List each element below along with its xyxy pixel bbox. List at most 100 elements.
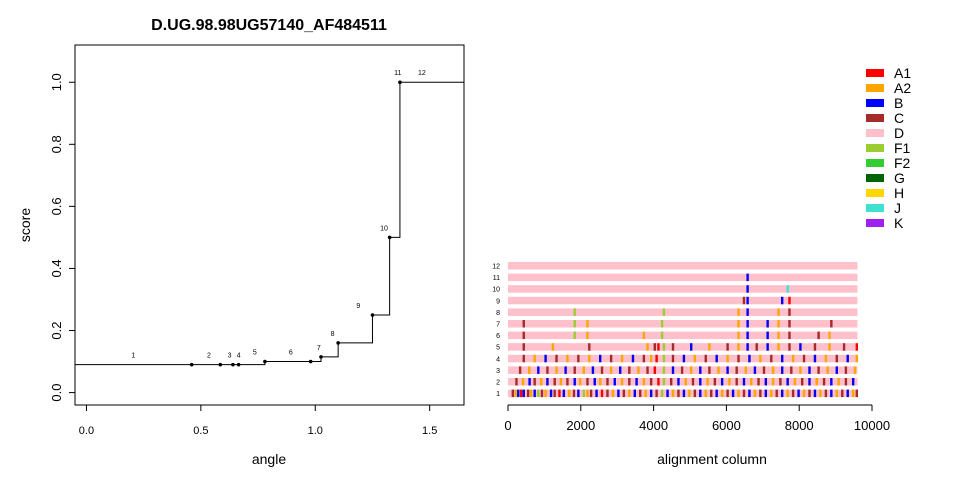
- subtype-segment: [657, 343, 660, 351]
- subtype-segment: [588, 343, 591, 351]
- subtype-segment: [755, 343, 758, 351]
- row-background: [508, 331, 858, 340]
- subtype-segment: [846, 389, 849, 398]
- y-tick-label: 0.0: [49, 384, 64, 402]
- alignment-x-tick-label: 2000: [566, 418, 595, 433]
- subtype-segment: [588, 354, 591, 363]
- subtype-segment: [720, 378, 724, 386]
- subtype-segment: [680, 366, 684, 374]
- score-point-label: 5: [253, 350, 257, 357]
- score-point: [263, 359, 267, 364]
- subtype-segment: [553, 378, 556, 386]
- subtype-segment: [835, 366, 838, 374]
- subtype-segment: [748, 389, 751, 398]
- subtype-segment: [759, 354, 762, 363]
- subtype-segment: [744, 366, 747, 374]
- subtype-segment: [777, 320, 780, 328]
- legend-label: D: [894, 125, 904, 141]
- subtype-segment: [824, 354, 828, 363]
- subtype-segment: [851, 378, 855, 386]
- subtype-segment: [750, 378, 753, 386]
- subtype-segment: [655, 389, 658, 398]
- subtype-segment: [781, 366, 784, 374]
- subtype-segment: [526, 389, 530, 398]
- subtype-segment: [613, 378, 616, 386]
- subtype-segment: [704, 354, 707, 363]
- legend-swatch: [866, 204, 884, 212]
- subtype-segment: [855, 343, 859, 351]
- alignment-row: 11: [493, 273, 858, 282]
- subtype-segment: [566, 378, 569, 386]
- subtype-segment: [564, 366, 567, 374]
- subtype-segment: [828, 331, 831, 340]
- subtype-segment: [737, 308, 740, 316]
- subtype-segment: [660, 331, 664, 340]
- subtype-segment: [837, 378, 840, 386]
- subtype-segment: [808, 389, 811, 398]
- subtype-segment: [537, 389, 540, 398]
- alignment-x-axis-label: alignment column: [657, 451, 767, 467]
- subtype-segment: [582, 366, 586, 374]
- subtype-segment: [737, 343, 740, 351]
- row-background: [508, 320, 858, 328]
- subtype-segment: [540, 378, 543, 386]
- legend-entry: G: [866, 170, 905, 186]
- plot-frame: [74, 44, 465, 406]
- subtype-segment: [540, 389, 544, 398]
- y-axis: 0.0 0.2 0.4 0.6 0.8 1.0: [49, 73, 75, 402]
- subtype-segment: [786, 378, 789, 386]
- subtype-segment: [633, 389, 636, 398]
- subtype-segment: [790, 366, 793, 374]
- subtype-segment: [599, 354, 602, 363]
- row-label: 4: [496, 356, 500, 363]
- subtype-segment: [646, 343, 649, 351]
- subtype-segment: [771, 378, 775, 386]
- alignment-row: 3: [496, 366, 858, 375]
- alignment-row: 4: [496, 354, 859, 363]
- legend-entry: H: [866, 185, 904, 201]
- subtype-segment: [573, 366, 576, 374]
- subtype-segment: [726, 343, 729, 351]
- legend-swatch: [866, 129, 884, 137]
- subtype-segment: [753, 366, 757, 374]
- subtype-segment: [682, 389, 686, 398]
- score-point: [398, 80, 402, 85]
- subtype-segment: [628, 378, 631, 386]
- legend-label: J: [894, 200, 901, 216]
- subtype-segment: [642, 378, 646, 386]
- subtype-segment: [631, 354, 635, 363]
- y-tick-label: 0.6: [49, 197, 64, 215]
- subtype-segment: [764, 378, 768, 386]
- alignment-x-tick-label: 10000: [854, 418, 890, 433]
- subtype-segment: [710, 389, 713, 398]
- subtype-segment: [826, 366, 829, 374]
- legend-label: B: [894, 95, 903, 111]
- subtype-segment: [644, 389, 647, 398]
- alignment-row: 12: [492, 262, 858, 271]
- alignment-row: 10: [492, 285, 858, 294]
- subtype-segment: [788, 296, 791, 305]
- subtype-segment: [671, 389, 675, 398]
- legend-entry: K: [866, 215, 904, 231]
- subtype-segment: [808, 378, 811, 386]
- x-tick-label: 1.5: [422, 425, 437, 437]
- row-label: 10: [492, 287, 500, 294]
- subtype-segment: [817, 331, 820, 340]
- subtype-segment: [517, 389, 520, 398]
- row-label: 9: [496, 298, 500, 305]
- alignment-x-tick-label: 8000: [785, 418, 814, 433]
- subtype-segment: [639, 389, 642, 398]
- row-background: [508, 308, 858, 316]
- legend-swatch: [866, 219, 884, 227]
- subtype-segment: [620, 378, 624, 386]
- subtype-segment: [715, 389, 718, 398]
- subtype-segment: [728, 378, 731, 386]
- subtype-segment: [746, 320, 749, 328]
- subtype-segment: [520, 389, 523, 398]
- subtype-segment: [582, 389, 586, 398]
- subtype-segment: [528, 366, 531, 374]
- subtype-segment: [786, 389, 789, 398]
- subtype-segment: [690, 343, 693, 351]
- subtype-segment: [757, 378, 760, 386]
